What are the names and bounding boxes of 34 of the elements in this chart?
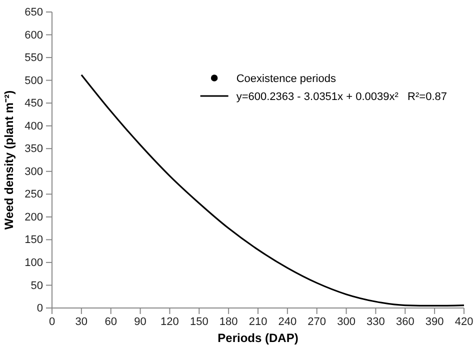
line-series	[80, 74, 465, 307]
y-tick-label: 250	[24, 188, 43, 201]
x-tick-label: 420	[454, 316, 474, 328]
y-tick-label: 300	[24, 166, 43, 178]
y-tick-label: 650	[24, 6, 43, 19]
y-tick-label: 450	[24, 98, 43, 110]
x-tick-label: 120	[160, 316, 179, 328]
x-tick-label: 0	[48, 316, 56, 328]
legend-label: y=600.2363 - 3.0351x + 0.0039x² R²=0.87	[236, 91, 448, 103]
y-tick-label: 500	[24, 74, 43, 87]
legend-label: Coexistence periods	[236, 73, 336, 85]
x-tick-label: 180	[219, 316, 238, 328]
x-tick-label: 30	[75, 316, 88, 328]
x-tick-label: 390	[425, 316, 444, 328]
x-tick-label: 360	[396, 316, 414, 328]
x-tick-label: 90	[134, 316, 146, 328]
x-tick-label: 60	[104, 316, 117, 328]
x-tick-label: 210	[248, 316, 268, 328]
x-axis-title: Periods (DAP)	[218, 331, 298, 345]
x-tick-label: 270	[308, 316, 326, 328]
y-tick-label: 100	[24, 256, 43, 269]
y-tick-label: 350	[24, 143, 43, 156]
y-tick-label: 0	[36, 302, 43, 315]
x-tick-label: 240	[278, 316, 297, 328]
x-tick-label: 150	[190, 316, 208, 328]
y-tick-label: 400	[24, 120, 43, 132]
y-tick-label: 550	[24, 52, 43, 64]
y-tick-label: 50	[30, 280, 43, 292]
y-tick-label: 200	[24, 211, 43, 224]
x-tick-label: 300	[337, 316, 356, 328]
y-axis-title: Weed density (plant m⁻²)	[2, 90, 16, 230]
y-tick-label: 150	[24, 234, 43, 246]
y-tick-label: 600	[24, 29, 43, 42]
x-tick-label: 330	[366, 316, 385, 328]
